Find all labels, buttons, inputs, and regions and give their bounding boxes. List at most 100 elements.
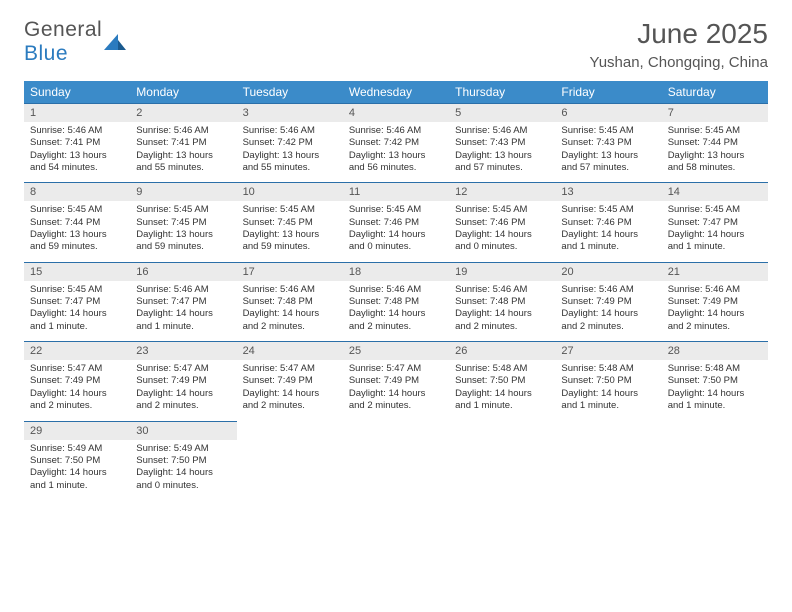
sunset-line: Sunset: 7:50 PM <box>561 375 655 387</box>
daylight-line: Daylight: 14 hours and 0 minutes. <box>455 229 549 254</box>
daylight-line: Daylight: 13 hours and 58 minutes. <box>668 150 762 175</box>
calendar-cell: 15Sunrise: 5:45 AMSunset: 7:47 PMDayligh… <box>24 262 130 341</box>
day-body: Sunrise: 5:45 AMSunset: 7:44 PMDaylight:… <box>24 201 130 261</box>
day-body: Sunrise: 5:45 AMSunset: 7:45 PMDaylight:… <box>237 201 343 261</box>
daylight-line: Daylight: 14 hours and 1 minute. <box>561 229 655 254</box>
day-body: Sunrise: 5:45 AMSunset: 7:44 PMDaylight:… <box>662 122 768 182</box>
calendar-cell: 12 Sunrise: 5:45 AMSunset: 7:46 PMDayligh… <box>449 183 555 262</box>
sunrise-line: Sunrise: 5:48 AM <box>561 363 655 375</box>
sunset-line: Sunset: 7:50 PM <box>30 455 124 467</box>
sunset-line: Sunset: 7:46 PM <box>455 217 549 229</box>
calendar-cell <box>449 421 555 500</box>
day-number: 27 <box>555 342 661 360</box>
day-number: 7 <box>662 104 768 122</box>
sunrise-line: Sunrise: 5:45 AM <box>668 125 762 137</box>
day-body: Sunrise: 5:48 AMSunset: 7:50 PMDaylight:… <box>449 360 555 420</box>
day-body: Sunrise: 5:46 AMSunset: 7:49 PMDaylight:… <box>662 281 768 341</box>
sunrise-line: Sunrise: 5:45 AM <box>30 284 124 296</box>
sunrise-line: Sunrise: 5:45 AM <box>349 204 443 216</box>
daylight-line: Daylight: 14 hours and 1 minute. <box>668 388 762 413</box>
day-number: 4 <box>343 104 449 122</box>
sunset-line: Sunset: 7:46 PM <box>349 217 443 229</box>
logo-word-general: General <box>24 18 102 41</box>
sunset-line: Sunset: 7:45 PM <box>243 217 337 229</box>
calendar-cell: 22Sunrise: 5:47 AMSunset: 7:49 PMDayligh… <box>24 342 130 421</box>
sunset-line: Sunset: 7:46 PM <box>561 217 655 229</box>
sunrise-line: Sunrise: 5:47 AM <box>243 363 337 375</box>
calendar-cell: 5Sunrise: 5:46 AMSunset: 7:43 PMDaylight… <box>449 104 555 183</box>
sunrise-line: Sunrise: 5:46 AM <box>136 125 230 137</box>
sunset-line: Sunset: 7:44 PM <box>668 137 762 149</box>
logo: General Blue <box>24 18 126 66</box>
day-number: 12 <box>449 183 555 201</box>
sunrise-line: Sunrise: 5:49 AM <box>136 443 230 455</box>
daylight-line: Daylight: 13 hours and 57 minutes. <box>455 150 549 175</box>
sunrise-line: Sunrise: 5:45 AM <box>455 204 549 216</box>
calendar-cell: 25Sunrise: 5:47 AMSunset: 7:49 PMDayligh… <box>343 342 449 421</box>
daylight-line: Daylight: 14 hours and 2 minutes. <box>136 388 230 413</box>
day-body: Sunrise: 5:47 AMSunset: 7:49 PMDaylight:… <box>343 360 449 420</box>
daylight-line: Daylight: 14 hours and 2 minutes. <box>455 308 549 333</box>
day-number: 14 <box>662 183 768 201</box>
calendar-cell <box>237 421 343 500</box>
sunset-line: Sunset: 7:41 PM <box>30 137 124 149</box>
sunrise-line: Sunrise: 5:46 AM <box>349 125 443 137</box>
sunset-line: Sunset: 7:42 PM <box>349 137 443 149</box>
calendar-row: 15Sunrise: 5:45 AMSunset: 7:47 PMDayligh… <box>24 262 768 341</box>
day-number: 2 <box>130 104 236 122</box>
calendar-cell: 21Sunrise: 5:46 AMSunset: 7:49 PMDayligh… <box>662 262 768 341</box>
day-number: 9 <box>130 183 236 201</box>
calendar-cell: 27Sunrise: 5:48 AMSunset: 7:50 PMDayligh… <box>555 342 661 421</box>
sunset-line: Sunset: 7:49 PM <box>136 375 230 387</box>
day-number: 16 <box>130 263 236 281</box>
sunset-line: Sunset: 7:47 PM <box>30 296 124 308</box>
calendar-cell: 2Sunrise: 5:46 AMSunset: 7:41 PMDaylight… <box>130 104 236 183</box>
calendar-cell <box>343 421 449 500</box>
sunset-line: Sunset: 7:50 PM <box>136 455 230 467</box>
daylight-line: Daylight: 14 hours and 2 minutes. <box>349 308 443 333</box>
sunrise-line: Sunrise: 5:46 AM <box>455 125 549 137</box>
day-body: Sunrise: 5:46 AMSunset: 7:47 PMDaylight:… <box>130 281 236 341</box>
day-number: 10 <box>237 183 343 201</box>
sunrise-line: Sunrise: 5:47 AM <box>349 363 443 375</box>
calendar-cell: 13Sunrise: 5:45 AMSunset: 7:46 PMDayligh… <box>555 183 661 262</box>
sunset-line: Sunset: 7:49 PM <box>349 375 443 387</box>
day-number: 29 <box>24 422 130 440</box>
sunrise-line: Sunrise: 5:46 AM <box>349 284 443 296</box>
day-number: 23 <box>130 342 236 360</box>
calendar-cell: 19Sunrise: 5:46 AMSunset: 7:48 PMDayligh… <box>449 262 555 341</box>
daylight-line: Daylight: 13 hours and 55 minutes. <box>243 150 337 175</box>
day-number: 24 <box>237 342 343 360</box>
sunset-line: Sunset: 7:47 PM <box>136 296 230 308</box>
sunrise-line: Sunrise: 5:45 AM <box>243 204 337 216</box>
day-number: 20 <box>555 263 661 281</box>
weekday-monday: Monday <box>130 81 236 104</box>
calendar-cell: 1Sunrise: 5:46 AMSunset: 7:41 PMDaylight… <box>24 104 130 183</box>
sunset-line: Sunset: 7:49 PM <box>561 296 655 308</box>
calendar-cell: 29Sunrise: 5:49 AMSunset: 7:50 PMDayligh… <box>24 421 130 500</box>
sunrise-line: Sunrise: 5:46 AM <box>455 284 549 296</box>
sunset-line: Sunset: 7:48 PM <box>243 296 337 308</box>
sunrise-line: Sunrise: 5:45 AM <box>561 125 655 137</box>
daylight-line: Daylight: 13 hours and 59 minutes. <box>136 229 230 254</box>
sunrise-line: Sunrise: 5:45 AM <box>668 204 762 216</box>
daylight-line: Daylight: 14 hours and 0 minutes. <box>136 467 230 492</box>
day-number: 28 <box>662 342 768 360</box>
day-body: Sunrise: 5:46 AMSunset: 7:42 PMDaylight:… <box>343 122 449 182</box>
day-body: Sunrise: 5:47 AMSunset: 7:49 PMDaylight:… <box>237 360 343 420</box>
sunset-line: Sunset: 7:48 PM <box>455 296 549 308</box>
day-body: Sunrise: 5:46 AMSunset: 7:49 PMDaylight:… <box>555 281 661 341</box>
calendar-cell: 16Sunrise: 5:46 AMSunset: 7:47 PMDayligh… <box>130 262 236 341</box>
day-number: 8 <box>24 183 130 201</box>
weekday-wednesday: Wednesday <box>343 81 449 104</box>
weekday-friday: Friday <box>555 81 661 104</box>
sunset-line: Sunset: 7:41 PM <box>136 137 230 149</box>
calendar-row: 8Sunrise: 5:45 AMSunset: 7:44 PMDaylight… <box>24 183 768 262</box>
calendar-cell: 4Sunrise: 5:46 AMSunset: 7:42 PMDaylight… <box>343 104 449 183</box>
sunrise-line: Sunrise: 5:46 AM <box>30 125 124 137</box>
calendar-row: 22Sunrise: 5:47 AMSunset: 7:49 PMDayligh… <box>24 342 768 421</box>
sunset-line: Sunset: 7:47 PM <box>668 217 762 229</box>
calendar-cell <box>662 421 768 500</box>
daylight-line: Daylight: 14 hours and 1 minute. <box>30 308 124 333</box>
day-body: Sunrise: 5:45 AMSunset: 7:45 PMDaylight:… <box>130 201 236 261</box>
